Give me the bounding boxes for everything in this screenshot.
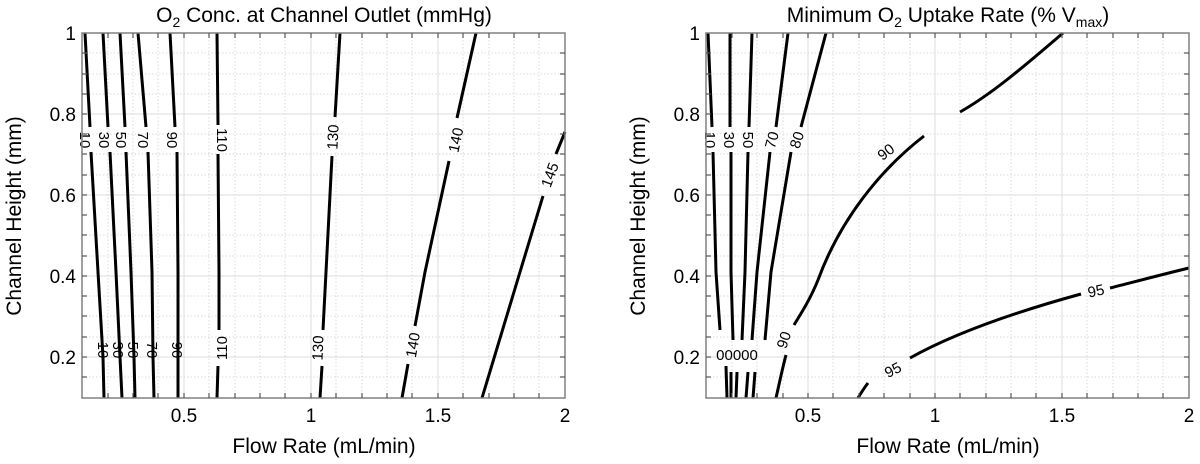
right-y-axis-label: Channel Height (mm) [627,116,650,316]
svg-text:50: 50 [739,132,756,149]
svg-text:30: 30 [109,342,126,359]
left-plot: O2 Conc. at Channel Outlet (mmHg) [3,4,570,458]
svg-text:70: 70 [143,342,160,359]
svg-text:0.4: 0.4 [50,267,77,288]
svg-text:0.6: 0.6 [50,186,76,207]
svg-text:0.8: 0.8 [674,105,700,126]
left-x-axis-label: Flow Rate (mL/min) [232,435,415,458]
svg-text:1.5: 1.5 [1049,406,1075,427]
left-x-tick-labels: 0.5 1 1.5 2 [171,406,571,427]
svg-text:0.2: 0.2 [50,348,76,369]
svg-text:90: 90 [163,132,180,149]
svg-text:130: 130 [324,124,342,150]
svg-text:145: 145 [538,161,563,190]
left-y-tick-labels: 0.2 0.4 0.6 0.8 1 [50,24,77,369]
left-y-axis-label: Channel Height (mm) [3,116,26,316]
right-y-tick-labels: 0.2 0.4 0.6 0.8 1 [674,24,701,369]
left-plot-title: O2 Conc. at Channel Outlet (mmHg) [156,4,492,30]
right-contour-labels: 10 30 50 70 80 90 90 95 95 00000 [701,130,1106,382]
svg-text:10: 10 [76,132,93,149]
svg-text:1: 1 [689,24,700,45]
right-x-axis-label: Flow Rate (mL/min) [856,435,1039,458]
svg-text:70: 70 [134,132,151,149]
svg-text:0.8: 0.8 [50,105,76,126]
svg-text:0.6: 0.6 [674,186,700,207]
svg-text:1.5: 1.5 [425,406,451,427]
left-contour-labels: 10 30 50 70 90 110 130 140 145 10 30 50 … [76,124,563,361]
svg-text:00000: 00000 [716,347,758,364]
right-x-tick-labels: 0.5 1 1.5 2 [795,406,1195,427]
svg-text:2: 2 [1184,406,1195,427]
svg-text:30: 30 [720,132,737,149]
svg-text:95: 95 [1086,281,1106,301]
right-plot-title: Minimum O2 Uptake Rate (% Vmax) [787,4,1110,30]
svg-text:50: 50 [112,132,129,149]
svg-text:50: 50 [124,342,141,359]
svg-text:30: 30 [95,132,112,149]
svg-text:70: 70 [762,130,783,151]
svg-text:1: 1 [306,406,317,427]
left-contours [83,32,567,399]
left-tickmarks [82,33,565,398]
svg-text:90: 90 [774,330,795,351]
right-grid [706,33,1189,398]
svg-text:0.4: 0.4 [674,267,701,288]
svg-text:1: 1 [930,406,941,427]
svg-text:95: 95 [882,359,905,382]
svg-text:140: 140 [403,331,424,359]
svg-text:90: 90 [168,342,185,359]
svg-text:0.2: 0.2 [674,348,700,369]
svg-text:130: 130 [310,335,328,361]
svg-text:110: 110 [214,336,231,360]
svg-text:80: 80 [787,130,808,151]
svg-text:90: 90 [874,141,898,165]
svg-text:0.5: 0.5 [795,406,821,427]
right-plot: Minimum O2 Uptake Rate (% Vmax) [627,4,1194,458]
svg-text:110: 110 [213,128,230,152]
svg-text:2: 2 [560,406,571,427]
svg-text:1: 1 [65,24,76,45]
svg-text:140: 140 [446,126,468,154]
right-tickmarks [706,33,1189,398]
svg-text:0.5: 0.5 [171,406,197,427]
svg-text:10: 10 [94,342,111,359]
